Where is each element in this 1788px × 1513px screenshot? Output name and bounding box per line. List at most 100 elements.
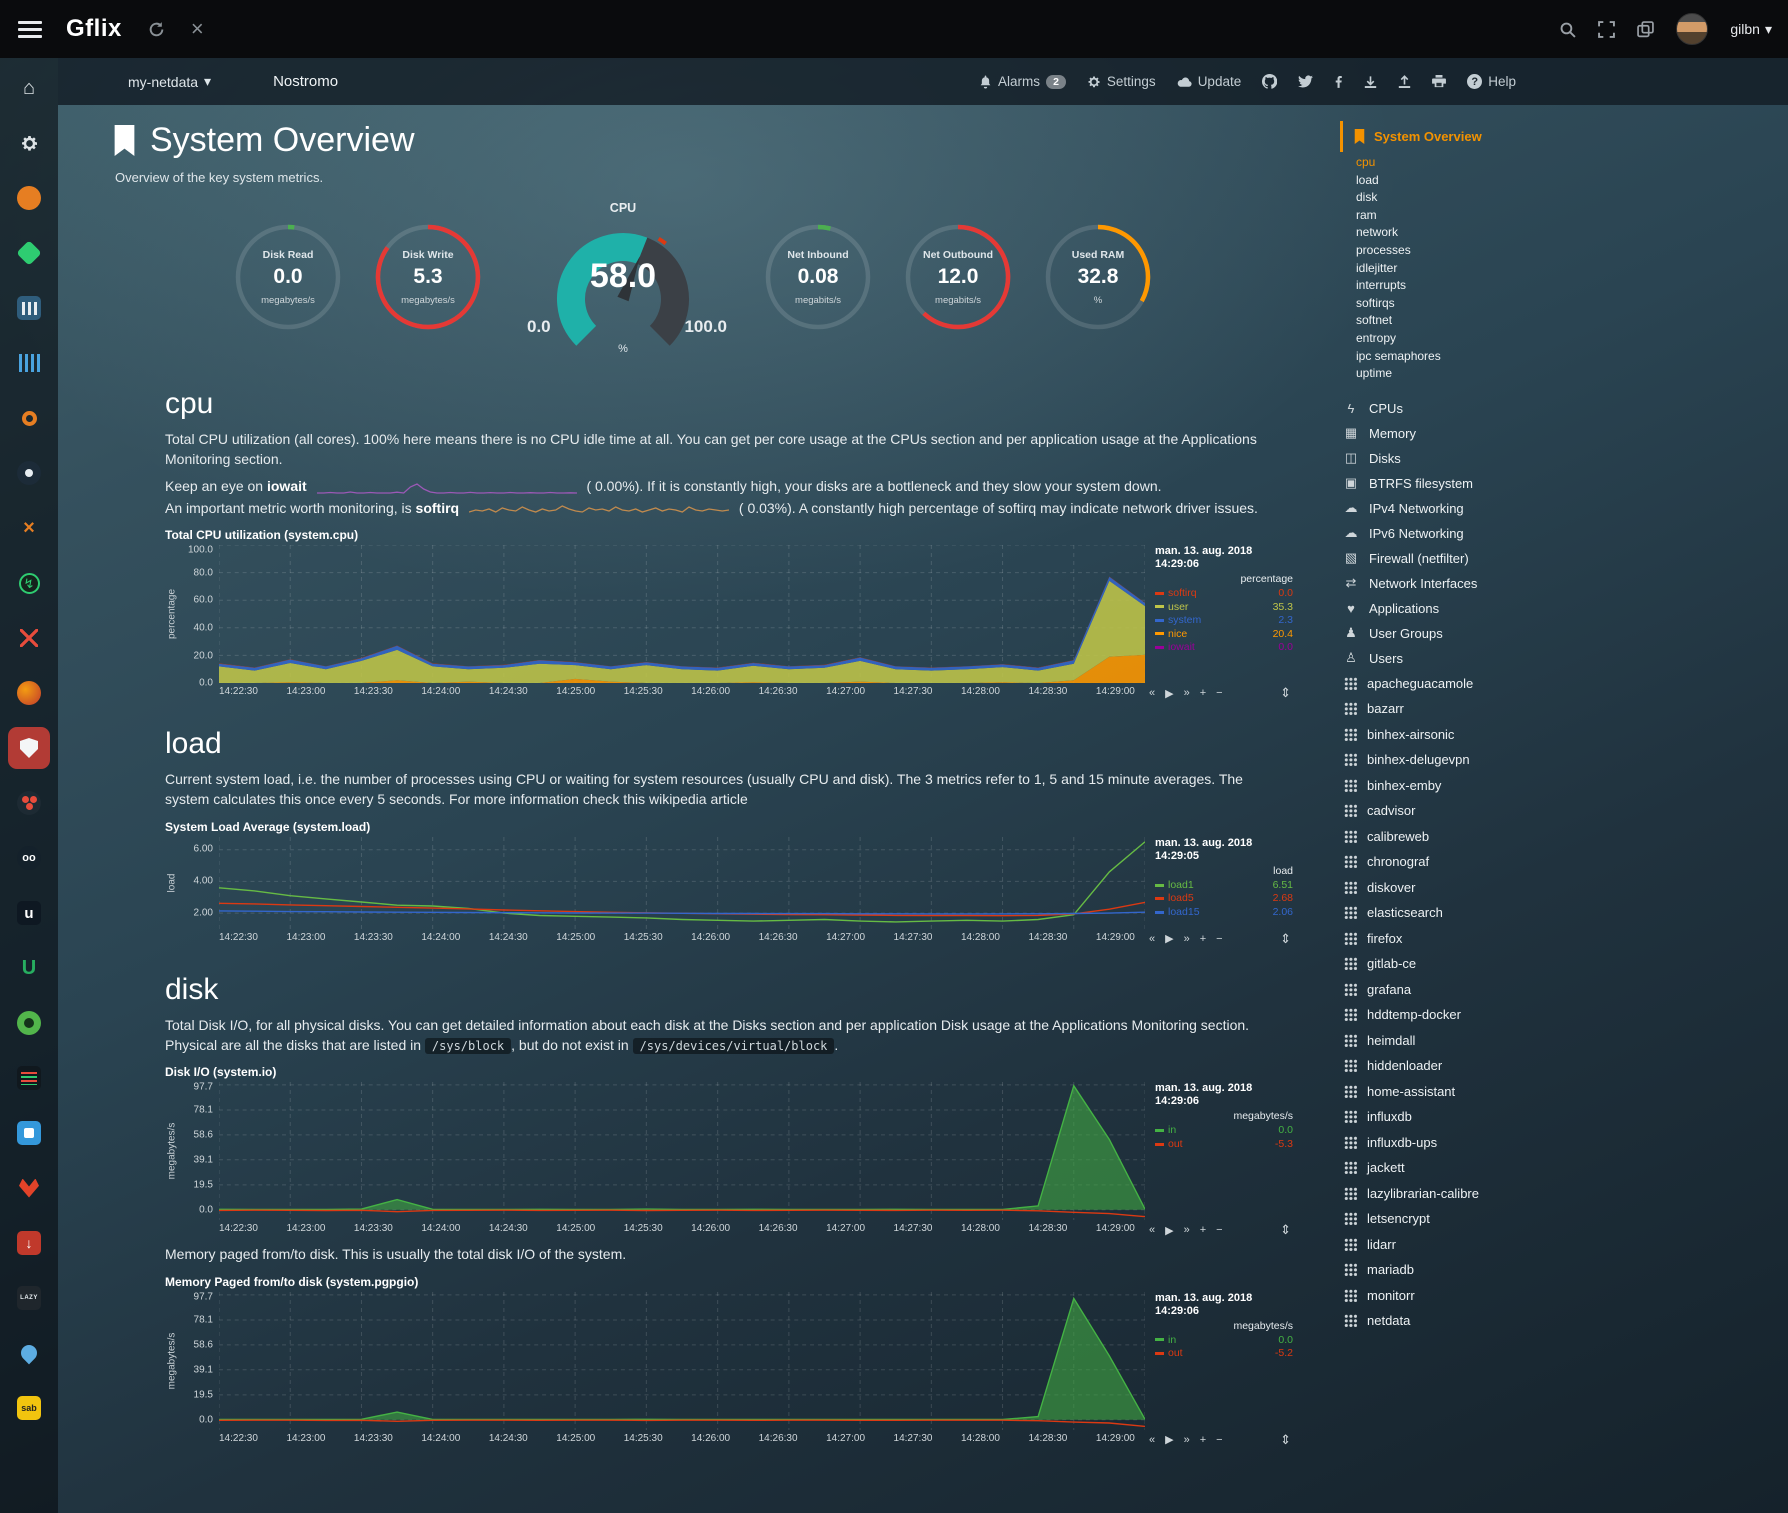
toc-section-user-groups[interactable]: ♟User Groups — [1340, 621, 1788, 646]
app-window-tile-icon[interactable] — [0, 1111, 58, 1155]
search-icon[interactable] — [1559, 21, 1576, 38]
toc-section-firewall-netfilter-[interactable]: ▧Firewall (netfilter) — [1340, 546, 1788, 571]
chart-zoom-out-button[interactable]: − — [1216, 1434, 1222, 1446]
twitter-button[interactable] — [1298, 75, 1313, 88]
gauge-cpu[interactable]: CPU58.00.0100.0% — [517, 201, 729, 361]
facebook-button[interactable] — [1334, 74, 1343, 89]
chart-canvas[interactable] — [219, 837, 1145, 929]
chart-rewind-button[interactable]: « — [1149, 1224, 1155, 1236]
chart-canvas[interactable] — [219, 1082, 1145, 1220]
chart-forward-button[interactable]: » — [1184, 933, 1190, 945]
gauge-disk-read[interactable]: Disk Read0.0megabytes/s — [229, 217, 347, 345]
chart-plot-area[interactable] — [219, 1082, 1145, 1220]
chart-zoom-in-button[interactable]: + — [1200, 933, 1206, 945]
app-lazy-icon[interactable]: LAZY — [0, 1276, 58, 1320]
legend-row-load5[interactable]: load52.68 — [1155, 892, 1293, 906]
toc-app-binhex-emby[interactable]: binhex-emby — [1340, 773, 1788, 799]
toc-subitem-softirqs[interactable]: softirqs — [1356, 295, 1788, 313]
legend-row-out[interactable]: out-5.2 — [1155, 1347, 1293, 1361]
toc-subitem-cpu[interactable]: cpu — [1356, 154, 1788, 172]
legend-row-softirq[interactable]: softirq0.0 — [1155, 587, 1293, 601]
toc-section-network-interfaces[interactable]: ⇄Network Interfaces — [1340, 571, 1788, 596]
chart-resize-handle[interactable]: ⇕ — [1280, 1432, 1291, 1448]
legend-row-load15[interactable]: load152.06 — [1155, 906, 1293, 920]
toc-app-calibreweb[interactable]: calibreweb — [1340, 824, 1788, 850]
app-green-bolt-icon[interactable]: ↯ — [0, 561, 58, 605]
app-fox-icon[interactable] — [0, 1166, 58, 1210]
app-letter-u-dark-icon[interactable]: u — [0, 891, 58, 935]
hamburger-menu-icon[interactable] — [18, 21, 42, 38]
toc-subitem-processes[interactable]: processes — [1356, 242, 1788, 260]
app-green-diamond-icon[interactable] — [0, 231, 58, 275]
chart-rewind-button[interactable]: « — [1149, 933, 1155, 945]
toc-section-applications[interactable]: ♥Applications — [1340, 596, 1788, 621]
app-green-disc-icon[interactable] — [0, 1001, 58, 1045]
toc-subitem-idlejitter[interactable]: idlejitter — [1356, 260, 1788, 278]
server-dropdown[interactable]: my-netdata ▾ — [128, 73, 211, 90]
app-shield-icon[interactable] — [0, 726, 58, 770]
chart-rewind-button[interactable]: « — [1149, 687, 1155, 699]
toc-section-ipv6-networking[interactable]: ☁IPv6 Networking — [1340, 521, 1788, 546]
toc-app-home-assistant[interactable]: home-assistant — [1340, 1079, 1788, 1105]
toc-app-chronograf[interactable]: chronograf — [1340, 849, 1788, 875]
app-droplet-icon[interactable] — [0, 1331, 58, 1375]
gauge-disk-write[interactable]: Disk Write5.3megabytes/s — [369, 217, 487, 345]
app-dark-disc-icon[interactable] — [0, 451, 58, 495]
toc-app-lidarr[interactable]: lidarr — [1340, 1232, 1788, 1258]
toc-app-cadvisor[interactable]: cadvisor — [1340, 798, 1788, 824]
import-button[interactable] — [1364, 75, 1377, 89]
app-download-icon[interactable]: ↓ — [0, 1221, 58, 1265]
chart-plot-area[interactable] — [219, 545, 1145, 683]
legend-row-user[interactable]: user35.3 — [1155, 601, 1293, 615]
toc-app-binhex-airsonic[interactable]: binhex-airsonic — [1340, 722, 1788, 748]
chart-zoom-out-button[interactable]: − — [1216, 687, 1222, 699]
toc-app-monitorr[interactable]: monitorr — [1340, 1283, 1788, 1309]
iowait-sparkline[interactable] — [317, 480, 577, 494]
toc-app-lazylibrarian-calibre[interactable]: lazylibrarian-calibre — [1340, 1181, 1788, 1207]
chart-resize-handle[interactable]: ⇕ — [1280, 1222, 1291, 1238]
close-icon[interactable]: × — [191, 18, 204, 40]
toc-app-influxdb-ups[interactable]: influxdb-ups — [1340, 1130, 1788, 1156]
toc-subitem-uptime[interactable]: uptime — [1356, 365, 1788, 383]
refresh-icon[interactable] — [148, 21, 165, 38]
gauge-used-ram[interactable]: Used RAM32.8% — [1039, 217, 1157, 345]
print-button[interactable] — [1432, 75, 1446, 88]
toc-subitem-interrupts[interactable]: interrupts — [1356, 277, 1788, 295]
app-cloud-oo-icon[interactable]: oo — [0, 836, 58, 880]
export-button[interactable] — [1398, 75, 1411, 89]
chart-zoom-in-button[interactable]: + — [1200, 1434, 1206, 1446]
legend-row-in[interactable]: in0.0 — [1155, 1124, 1293, 1138]
chart-plot-area[interactable] — [219, 837, 1145, 929]
legend-row-out[interactable]: out-5.3 — [1155, 1138, 1293, 1152]
alarms-button[interactable]: Alarms 2 — [979, 74, 1066, 89]
toc-app-elasticsearch[interactable]: elasticsearch — [1340, 900, 1788, 926]
toc-app-netdata[interactable]: netdata — [1340, 1308, 1788, 1334]
help-button[interactable]: ? Help — [1467, 74, 1516, 89]
chart-forward-button[interactable]: » — [1184, 687, 1190, 699]
toc-app-binhex-delugevpn[interactable]: binhex-delugevpn — [1340, 747, 1788, 773]
app-soundbars-icon[interactable] — [0, 341, 58, 385]
toc-app-jackett[interactable]: jackett — [1340, 1155, 1788, 1181]
legend-row-system[interactable]: system2.3 — [1155, 614, 1293, 628]
app-flame-icon[interactable] — [0, 671, 58, 715]
toc-app-hiddenloader[interactable]: hiddenloader — [1340, 1053, 1788, 1079]
app-orange-cross-icon[interactable]: × — [0, 506, 58, 550]
app-crossed-blades-icon[interactable] — [0, 616, 58, 660]
app-orange-disc-icon[interactable] — [0, 176, 58, 220]
toc-subitem-entropy[interactable]: entropy — [1356, 330, 1788, 348]
toc-subitem-load[interactable]: load — [1356, 172, 1788, 190]
chart-play-button[interactable]: ▶ — [1165, 1433, 1173, 1446]
toc-app-bazarr[interactable]: bazarr — [1340, 696, 1788, 722]
chart-zoom-out-button[interactable]: − — [1216, 1224, 1222, 1236]
softirq-sparkline[interactable] — [469, 502, 729, 516]
chart-canvas[interactable] — [219, 545, 1145, 683]
app-magnifier-icon[interactable] — [0, 396, 58, 440]
toc-app-influxdb[interactable]: influxdb — [1340, 1104, 1788, 1130]
chart-play-button[interactable]: ▶ — [1165, 687, 1173, 700]
chart-zoom-in-button[interactable]: + — [1200, 687, 1206, 699]
user-menu[interactable]: gilbn ▾ — [1730, 21, 1772, 38]
toc-app-mariadb[interactable]: mariadb — [1340, 1257, 1788, 1283]
chart-zoom-in-button[interactable]: + — [1200, 1224, 1206, 1236]
chart-play-button[interactable]: ▶ — [1165, 1224, 1173, 1237]
chart-play-button[interactable]: ▶ — [1165, 932, 1173, 945]
